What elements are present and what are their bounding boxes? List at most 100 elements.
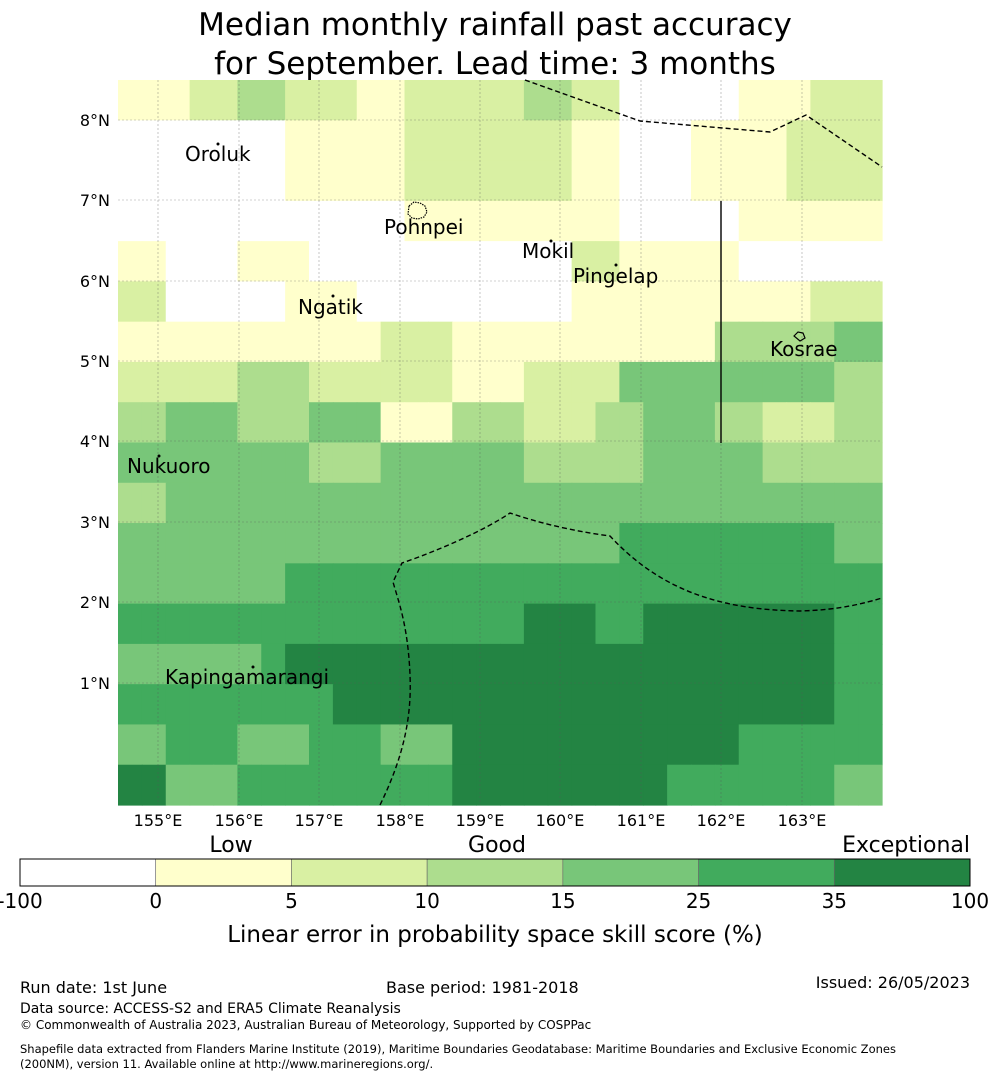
grid-cell (309, 402, 334, 444)
grid-cell (356, 281, 382, 323)
grid-cell (285, 80, 310, 121)
grid-cell (834, 603, 859, 645)
grid-cell (309, 200, 334, 242)
grid-cell (643, 361, 668, 403)
eez-boundary-south (379, 512, 883, 806)
grid-cell (834, 321, 859, 363)
grid-cell (404, 482, 429, 524)
grid-cell (571, 643, 597, 685)
grid-cell (834, 684, 859, 726)
grid-cell (380, 482, 406, 524)
grid-cell (762, 241, 788, 282)
grid-cell (118, 684, 143, 726)
grid-cell (858, 563, 883, 605)
grid-cell (571, 281, 597, 323)
grid-cell (309, 80, 334, 121)
lat-tick-label: 1°N (80, 674, 110, 693)
grid-cell (667, 160, 692, 202)
grid-cell (141, 563, 167, 605)
grid-cell (810, 643, 835, 685)
grid-cell (571, 482, 597, 524)
grid-cell (237, 482, 262, 524)
grid-cell (523, 160, 549, 202)
grid-cell (285, 724, 310, 766)
grid-cell (285, 643, 310, 685)
grid-cell (356, 684, 382, 726)
grid-cell (691, 482, 716, 524)
grid-cell (858, 160, 883, 202)
grid-cell (810, 563, 835, 605)
grid-cell (786, 200, 811, 242)
grid-cell (118, 442, 143, 484)
colorbar-swatch (562, 858, 699, 887)
grid-cell (786, 684, 811, 726)
grid-cell (595, 724, 620, 766)
grid-cell (500, 724, 525, 766)
grid-cell (261, 563, 286, 605)
grid-cell (237, 442, 262, 484)
grid-cell (165, 200, 191, 242)
grid-cell (691, 603, 716, 645)
mokil-atoll-icon (549, 239, 553, 243)
grid-cell (452, 482, 477, 524)
grid-cell (619, 281, 644, 323)
grid-cell (595, 764, 620, 806)
grid-cell (285, 361, 310, 403)
lat-tick-label: 4°N (80, 432, 110, 451)
label-kapingamarangi: Kapingamarangi (165, 665, 329, 689)
grid-cell (189, 80, 215, 121)
grid-cell (643, 442, 668, 484)
colorbar: Low Good Exceptional -100 0 5 10 15 25 35 100 L… (0, 833, 989, 948)
grid-cell (118, 120, 143, 162)
grid-cell (858, 241, 883, 282)
label-mokil: Mokil (522, 239, 574, 263)
grid-cell (165, 241, 191, 282)
grid-cell (834, 200, 859, 242)
grid-cell (452, 724, 477, 766)
grid-cell (309, 160, 334, 202)
grid-cell (356, 402, 382, 444)
grid-cell (332, 241, 358, 282)
grid-cell (189, 402, 215, 444)
grid-cell (619, 241, 644, 282)
colorbar-tick-label: 5 (285, 889, 298, 913)
grid-cell (786, 361, 811, 403)
colorbar-frame (19, 858, 971, 887)
grid-cell (380, 281, 406, 323)
grid-cell (309, 684, 334, 726)
grid-cell (404, 764, 429, 806)
grid-cell (118, 724, 143, 766)
grid-cell (404, 563, 429, 605)
colorbar-tick-label: 15 (550, 889, 575, 913)
grid-cell (858, 643, 883, 685)
grid-cell (691, 724, 716, 766)
grid-cell (619, 643, 644, 685)
grid-cell (858, 200, 883, 242)
grid-cell (428, 241, 453, 282)
grid-cell (332, 563, 358, 605)
grid-cell (714, 160, 740, 202)
grid-cell (714, 563, 740, 605)
grid-cell (571, 120, 597, 162)
grid-cell (500, 684, 525, 726)
grid-cell (309, 482, 334, 524)
grid-cell (738, 603, 764, 645)
grid-cell (237, 200, 262, 242)
grid-cell (380, 643, 406, 685)
grid-cell (762, 563, 788, 605)
grid-cell (213, 442, 238, 484)
grid-cell (213, 724, 238, 766)
grid-cell (691, 200, 716, 242)
grid-cell (404, 442, 429, 484)
grid-cell (404, 643, 429, 685)
grid-cell (309, 120, 334, 162)
grid-cell (786, 603, 811, 645)
pohnpei-island-icon (407, 201, 428, 220)
grid-cell (571, 200, 597, 242)
lat-tick-label: 6°N (80, 272, 110, 291)
grid-cell (619, 361, 644, 403)
grid-cell (309, 281, 334, 323)
longitude-labels: 155°E 156°E 157°E 158°E 159°E 160°E 161°… (134, 811, 827, 830)
grid-cell (165, 724, 191, 766)
grid-cell (118, 361, 143, 403)
